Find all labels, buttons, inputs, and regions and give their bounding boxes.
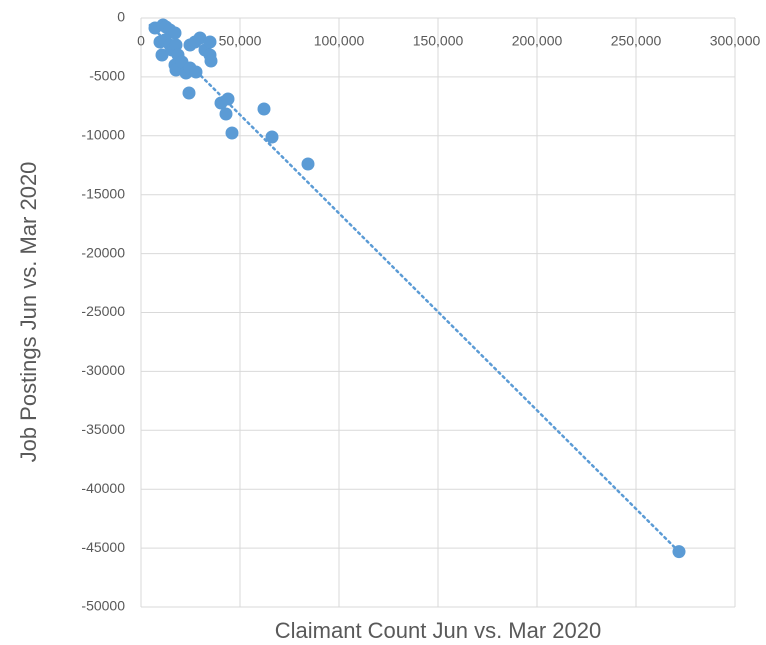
- point: [219, 107, 233, 121]
- y-tick-label: -20000: [81, 244, 125, 260]
- y-tick-label: -40000: [81, 480, 125, 496]
- point: [265, 130, 279, 144]
- point: [168, 26, 182, 40]
- x-tick-label: 150,000: [413, 33, 464, 49]
- point: [155, 48, 169, 62]
- y-tick-label: -10000: [81, 127, 125, 143]
- point: [221, 92, 235, 106]
- trendline: [148, 23, 681, 553]
- y-tick-label: -50000: [81, 598, 125, 614]
- point: [257, 102, 271, 116]
- x-axis-title: Claimant Count Jun vs. Mar 2020: [275, 618, 602, 643]
- y-tick-label: -25000: [81, 303, 125, 319]
- y-tick-label: -15000: [81, 185, 125, 201]
- x-tick-label: 200,000: [512, 33, 563, 49]
- point: [189, 65, 203, 79]
- point: [182, 86, 196, 100]
- y-tick-label: 0: [117, 9, 125, 25]
- y-tick-label: -35000: [81, 421, 125, 437]
- y-tick-label: -5000: [89, 68, 125, 84]
- x-tick-label: 250,000: [611, 33, 662, 49]
- point: [193, 31, 207, 45]
- y-tick-label: -45000: [81, 539, 125, 555]
- point: [169, 38, 183, 52]
- point: [301, 157, 315, 171]
- y-tick-label: -30000: [81, 362, 125, 378]
- point: [225, 126, 239, 140]
- y-axis-title: Job Postings Jun vs. Mar 2020: [16, 162, 41, 463]
- x-tick-label: 0: [137, 33, 145, 49]
- x-tick-label: 50,000: [219, 33, 262, 49]
- x-tick-label: 300,000: [710, 33, 761, 49]
- point: [203, 35, 217, 49]
- point: [204, 54, 218, 68]
- x-tick-label: 100,000: [314, 33, 365, 49]
- point: [672, 545, 686, 559]
